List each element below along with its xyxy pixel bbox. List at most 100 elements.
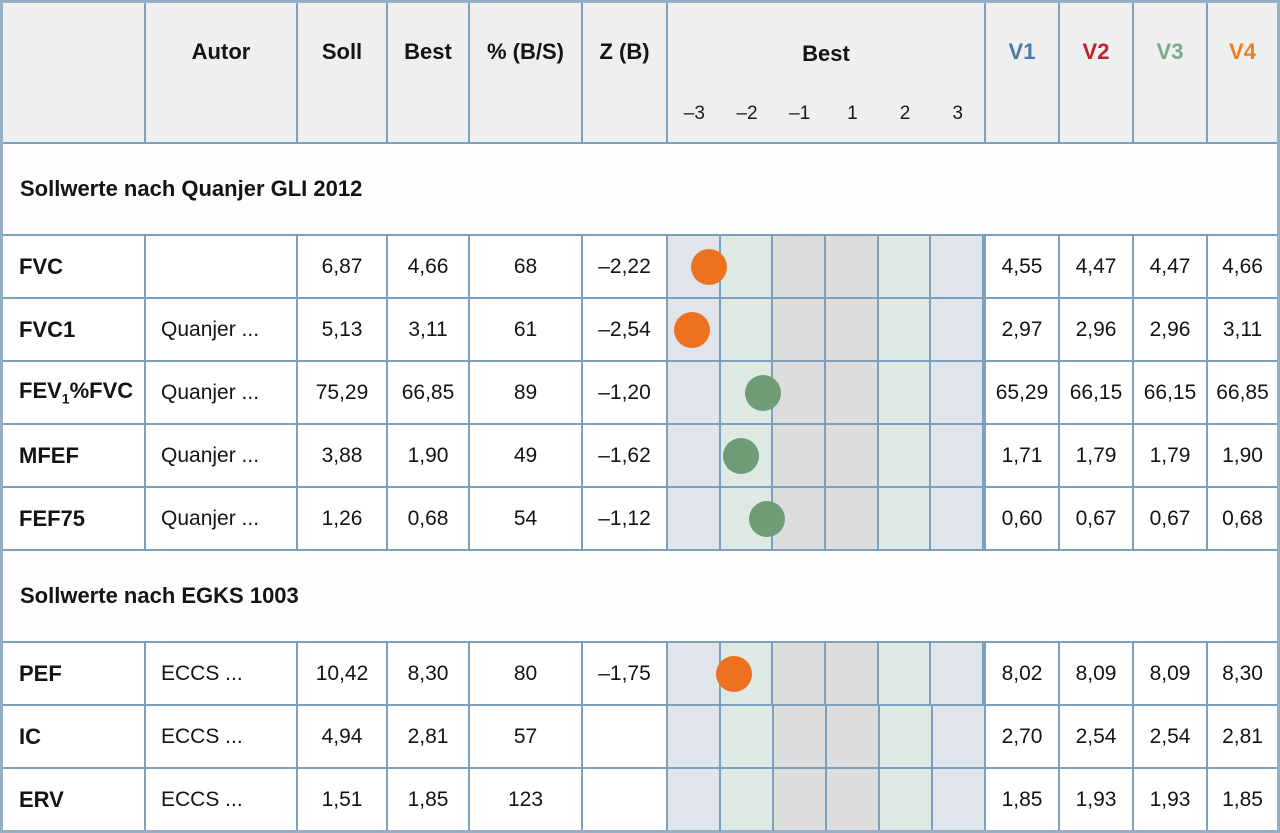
column-header-zscore: Z (B): [583, 3, 668, 142]
cell-soll: 5,13: [298, 299, 388, 360]
table-row[interactable]: FVC1 Quanjer ... 5,13 3,11 61 –2,54 2,97 2,96 2,…: [3, 297, 1277, 360]
cell-percent: 49: [470, 425, 583, 486]
cell-v2: 2,96: [1060, 299, 1134, 360]
zscore-tick: –1: [789, 103, 811, 124]
zscore-band: [720, 299, 774, 360]
cell-v1: 1,85: [986, 769, 1060, 830]
cell-zscore-chart: [667, 236, 986, 297]
cell-v4: 66,85: [1216, 380, 1269, 404]
cell-v4: 1,85: [1222, 787, 1263, 811]
zscore-band: [878, 236, 932, 297]
cell-v3: 0,67: [1134, 488, 1208, 549]
table-row[interactable]: ERV ECCS ... 1,51 1,85 123 1,85 1,93 1,93 1,85: [3, 767, 1277, 830]
cell-percent: 123: [470, 769, 583, 830]
cell-soll: 6,87: [298, 236, 388, 297]
table-body: Sollwerte nach Quanjer GLI 2012 FVC 6,87 4,…: [3, 142, 1277, 830]
zscore-band: [933, 706, 984, 767]
cell-parameter: PEF: [3, 643, 146, 704]
column-header-v3: V3: [1134, 3, 1208, 142]
cell-zscore: –2,22: [583, 236, 668, 297]
cell-v4: 3,11: [1222, 317, 1263, 341]
cell-percent: 61: [470, 299, 583, 360]
zscore-tick: –3: [683, 103, 705, 124]
zscore-band: [880, 769, 933, 830]
table-row[interactable]: FVC 6,87 4,66 68 –2,22 4,55 4,47 4,47 4,66: [3, 234, 1277, 297]
zscore-band: [878, 643, 932, 704]
cell-best: 66,85: [388, 362, 470, 423]
cell-zscore-chart: [668, 706, 986, 767]
cell-autor: ECCS ...: [146, 769, 298, 830]
zscore-band: [773, 362, 826, 423]
cell-v2: 8,09: [1060, 643, 1134, 704]
cell-percent: 54: [470, 488, 583, 549]
cell-percent: 68: [470, 236, 583, 297]
cell-autor: Quanjer ...: [146, 299, 298, 360]
cell-best: 3,11: [388, 299, 470, 360]
zscore-band: [826, 299, 879, 360]
zscore-band: [720, 236, 774, 297]
column-header-v1-label: V1: [1008, 39, 1036, 64]
column-header-v3-label: V3: [1156, 39, 1184, 64]
column-header-v1: V1: [986, 3, 1060, 142]
cell-v3: 2,96: [1134, 299, 1208, 360]
section-header-row: Sollwerte nach EGKS 1003: [3, 549, 1277, 641]
zscore-dot: [744, 374, 781, 411]
cell-zscore-chart: [667, 643, 986, 704]
cell-best: 1,90: [388, 425, 470, 486]
zscore-band: [774, 706, 827, 767]
cell-zscore-chart: [667, 425, 986, 486]
cell-v1: 65,29: [986, 362, 1060, 423]
cell-parameter: FEV1%FVC: [3, 362, 146, 423]
zscore-band: [773, 643, 826, 704]
column-header-v4: V4: [1208, 3, 1277, 142]
parameter-label: FVC1: [19, 316, 76, 342]
zscore-band: [931, 299, 985, 360]
zscore-band: [721, 706, 774, 767]
cell-soll: 1,51: [298, 769, 388, 830]
section-title: Sollwerte nach Quanjer GLI 2012: [20, 176, 363, 201]
column-header-autor: Autor: [146, 3, 298, 142]
zscore-band: [826, 643, 879, 704]
cell-best: 4,66: [388, 236, 470, 297]
cell-zscore: –2,54: [583, 299, 668, 360]
zscore-band: [827, 769, 880, 830]
zscore-band: [826, 362, 879, 423]
cell-best: 1,85: [388, 769, 470, 830]
table-row[interactable]: MFEF Quanjer ... 3,88 1,90 49 –1,62 1,71 1,79 1,…: [3, 423, 1277, 486]
cell-zscore-chart: [668, 769, 986, 830]
column-header-percent-best-soll: % (B/S): [470, 3, 583, 142]
zscore-band: [667, 362, 721, 423]
cell-zscore-chart: [667, 299, 986, 360]
zscore-band: [826, 425, 879, 486]
cell-soll: 10,42: [298, 643, 388, 704]
cell-v2: 1,93: [1060, 769, 1134, 830]
table-row[interactable]: FEF75 Quanjer ... 1,26 0,68 54 –1,12 0,60 0,67 0…: [3, 486, 1277, 549]
zscore-tick: 2: [899, 103, 911, 124]
table-row[interactable]: FEV1%FVC Quanjer ... 75,29 66,85 89 –1,20 65,2…: [3, 360, 1277, 423]
parameter-label: PEF: [19, 660, 62, 686]
cell-zscore: –1,62: [583, 425, 668, 486]
autor-label: Quanjer ...: [161, 317, 260, 341]
zscore-band: [931, 236, 985, 297]
zscore-band: [667, 643, 721, 704]
parameter-label: IC: [19, 723, 41, 749]
table-row[interactable]: IC ECCS ... 4,94 2,81 57 2,70 2,54 2,54 2,81: [3, 704, 1277, 767]
zscore-tick: 1: [847, 103, 858, 124]
table-row[interactable]: PEF ECCS ... 10,42 8,30 80 –1,75 8,02 8,09 8,09 8…: [3, 641, 1277, 704]
cell-parameter: ERV: [3, 769, 146, 830]
zscore-band: [878, 299, 932, 360]
cell-percent: 80: [470, 643, 583, 704]
zscore-band: [721, 769, 774, 830]
column-header-v2-label: V2: [1082, 39, 1110, 64]
cell-v4: 0,68: [1222, 506, 1263, 530]
column-header-v4-label: V4: [1229, 39, 1256, 64]
zscore-dot: [674, 311, 711, 348]
cell-autor: [146, 236, 298, 297]
autor-label: ECCS ...: [161, 661, 243, 685]
autor-label: Quanjer ...: [161, 506, 260, 530]
autor-label: Quanjer ...: [161, 443, 260, 467]
cell-v1: 4,55: [986, 236, 1060, 297]
cell-zscore: [583, 706, 668, 767]
zscore-dot: [691, 248, 728, 285]
cell-parameter: FVC1: [3, 299, 146, 360]
